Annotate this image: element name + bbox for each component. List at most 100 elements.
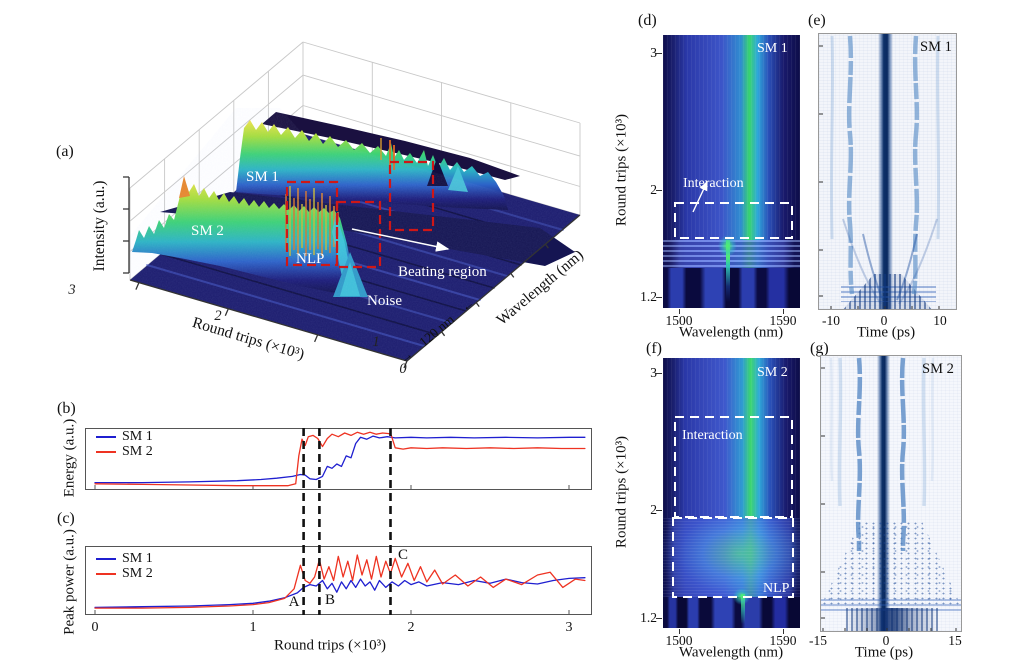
d-ytick-3-mark: [656, 53, 662, 55]
f-ytick-3-mark: [656, 373, 662, 375]
b-sm1-curve: [94, 435, 586, 484]
nlp-red-box: [285, 180, 339, 267]
c-xtick-2: 2: [407, 620, 415, 635]
g-satellite-outer-left: [837, 357, 843, 507]
e-title: SM 1: [920, 39, 952, 55]
b-legend-sm2-label: SM 2: [122, 444, 153, 459]
panel-d-tag: (d): [638, 12, 657, 29]
e-tick-marks: [819, 45, 940, 309]
a-sm1-label: SM 1: [246, 169, 279, 185]
f-seed-line: [741, 594, 745, 624]
bc-dashed-lines: [302, 428, 392, 615]
a-xtick-0: 0: [399, 361, 407, 377]
panel-f-heatmap: Interaction NLP SM 2: [663, 358, 800, 628]
beating-arrow: [351, 228, 450, 252]
b-legend-sm1-label: SM 1: [122, 429, 153, 444]
c-sm2-curve: [94, 554, 586, 609]
f-ylabel: Round trips (×10³): [613, 435, 630, 549]
a-sm2-label: SM 2: [191, 223, 224, 239]
c-legend-sm1-label: SM 1: [122, 551, 153, 566]
e-xtick-0: 0: [880, 313, 888, 328]
d-spectral-fringes: [663, 35, 800, 240]
a-xtick-1: 1: [372, 334, 379, 350]
e-xtick-10: 10: [933, 313, 947, 328]
d-xlabel: Wavelength (nm): [678, 324, 784, 341]
a-zaxis-label: Intensity (a.u.): [91, 181, 108, 272]
d-seed-line: [726, 240, 730, 302]
panel-g-heatmap: SM 2: [820, 355, 962, 632]
f-ytick-2: 2: [650, 502, 657, 517]
marker-label-B: B: [324, 592, 336, 608]
f-xtick-1590: 1590: [769, 633, 797, 648]
c-legend-sm2: SM 2: [96, 566, 153, 582]
b-legend-sm1-line: [96, 435, 116, 439]
a-xtick-3: 3: [67, 282, 75, 298]
panel-c-curves: [94, 554, 586, 615]
d-seed-blob: [718, 235, 737, 257]
panel-a-tag: (a): [56, 143, 74, 160]
d-ytick-12: 1.2: [640, 289, 657, 304]
panel-b-curves: [94, 431, 586, 490]
c-sm1-curve: [94, 577, 586, 609]
f-interaction-label: Interaction: [682, 428, 743, 443]
a-xtick-2: 2: [214, 308, 221, 324]
g-title: SM 2: [922, 361, 954, 377]
panel-g-tag: (g): [810, 340, 829, 357]
panel-c-tag: (c): [57, 510, 75, 527]
e-converging-arcs-outer: [842, 218, 938, 305]
d-spectral-gaps: [663, 268, 800, 308]
panel-e-tag: (e): [808, 12, 826, 29]
c-xtick-0: 0: [91, 620, 99, 635]
d-ytick-2-mark: [656, 190, 662, 192]
c-legend-sm2-label: SM 2: [122, 566, 153, 581]
d-ytick-2: 2: [650, 182, 657, 197]
d-xtick-1590: 1590: [769, 313, 797, 328]
c-xlabel: Round trips (×10³): [273, 637, 387, 654]
e-satellite-outer-right: [935, 35, 941, 240]
b-ylabel: Energy (a.u.): [61, 418, 78, 498]
panel-e-heatmap: SM 1: [818, 33, 957, 310]
panel-d-heatmap: Interaction SM 1: [663, 35, 800, 308]
c-legend-sm1: SM 1: [96, 551, 153, 567]
panel-f-tag: (f): [646, 340, 662, 357]
c-ylabel: Peak power (a.u.): [61, 529, 78, 635]
f-nlp-label: NLP: [763, 581, 790, 596]
g-tick-marks: [821, 367, 957, 631]
g-xtick-neg15: -15: [809, 633, 827, 648]
d-xtick-1500-mark: [679, 309, 681, 314]
g-xtick-0: 0: [882, 633, 890, 648]
d-title: SM 1: [757, 41, 788, 56]
g-startup-striations: [846, 608, 938, 631]
f-ytick-12-mark: [656, 618, 662, 620]
f-xlabel: Wavelength (nm): [678, 644, 784, 661]
g-satellite-left: [855, 357, 863, 551]
e-xlabel: Time (ps): [856, 324, 916, 341]
e-converging-arcs: [862, 233, 918, 301]
f-seed-blob: [733, 588, 750, 605]
e-satellite-left: [846, 35, 855, 295]
d-ytick-3: 3: [650, 45, 657, 60]
c-legend-sm2-line: [96, 572, 116, 576]
c-xtick-3: 3: [565, 620, 573, 635]
a-beating-label: Beating region: [398, 264, 487, 280]
b-legend-sm1: SM 1: [96, 429, 153, 445]
g-satellite-right: [899, 357, 907, 551]
f-nlp-band: [663, 518, 800, 597]
f-spectral-gaps: [663, 597, 800, 628]
e-xtick-neg10: -10: [822, 313, 840, 328]
f-xtick-1590-mark: [783, 629, 785, 634]
b-sm2-curve: [94, 431, 586, 487]
e-satellite-right: [911, 35, 920, 295]
g-xlabel: Time (ps): [854, 644, 914, 661]
f-nlp-box: [672, 517, 794, 598]
marker-label-C: C: [397, 547, 409, 563]
c-xtick-1: 1: [249, 620, 257, 635]
marker-label-A: A: [288, 594, 300, 610]
panel-a-3d-plot: 3 2 1 0 Intensity (a.u.) Round trips (×1…: [67, 41, 587, 377]
panel-b-plot-box: [85, 428, 592, 490]
f-title: SM 2: [757, 365, 788, 380]
d-ytick-12-mark: [656, 297, 662, 299]
c-legend-sm1-line: [96, 557, 116, 561]
a-nlp-label: NLP: [296, 251, 324, 267]
